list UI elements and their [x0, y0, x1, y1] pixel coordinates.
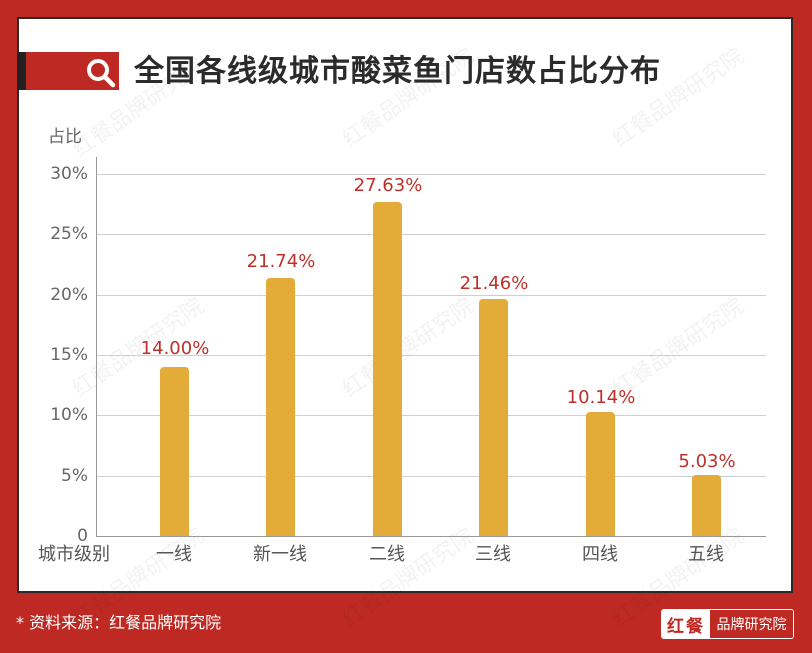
x-axis	[96, 536, 766, 537]
bar-tier2	[373, 202, 402, 536]
value-label: 21.46%	[459, 273, 529, 294]
gridline	[97, 476, 766, 477]
x-tick: 五线	[688, 544, 724, 565]
value-label: 10.14%	[566, 387, 636, 408]
brand-logo-mark: 红餐	[662, 610, 710, 638]
title-accent-bar	[17, 52, 119, 90]
gridline	[97, 415, 766, 416]
value-label: 27.63%	[353, 175, 423, 196]
x-tick: 三线	[475, 544, 511, 565]
y-tick: 0	[77, 526, 88, 546]
bar-tier4	[586, 412, 615, 536]
value-label: 14.00%	[140, 338, 210, 359]
brand-logo-text: 品牌研究院	[710, 610, 793, 638]
x-tick: 四线	[582, 544, 618, 565]
brand-logo: 红餐 品牌研究院	[661, 609, 794, 639]
x-tick: 一线	[156, 544, 192, 565]
chart-panel	[17, 17, 793, 593]
y-axis-label: 占比	[48, 127, 82, 147]
gridline	[97, 234, 766, 235]
bar-tier5	[692, 475, 721, 536]
value-label: 5.03%	[678, 451, 736, 472]
y-tick: 5%	[61, 466, 88, 486]
gridline	[97, 174, 766, 175]
bar-new-tier1	[266, 278, 295, 536]
search-icon	[87, 59, 116, 88]
value-label: 21.74%	[246, 251, 316, 272]
y-axis	[96, 157, 97, 537]
y-tick: 30%	[50, 164, 88, 184]
chart-title: 全国各线级城市酸菜鱼门店数占比分布	[134, 54, 661, 89]
y-tick: 20%	[50, 285, 88, 305]
x-axis-label: 城市级别	[38, 544, 110, 565]
bar-tier1	[160, 367, 189, 536]
x-tick: 新一线	[253, 544, 307, 565]
y-tick: 10%	[50, 405, 88, 425]
y-tick: 15%	[50, 345, 88, 365]
y-tick: 25%	[50, 224, 88, 244]
gridline	[97, 295, 766, 296]
gridline	[97, 355, 766, 356]
bar-tier3	[479, 299, 508, 536]
x-tick: 二线	[369, 544, 405, 565]
source-note: * 资料来源：红餐品牌研究院	[16, 613, 222, 632]
